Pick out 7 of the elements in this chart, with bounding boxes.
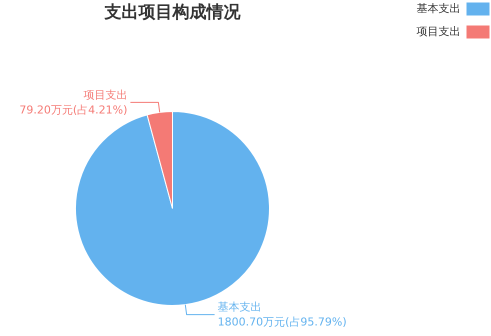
slice-label: 项目支出 bbox=[83, 88, 128, 102]
legend-label: 基本支出 bbox=[416, 2, 460, 15]
chart-title: 支出项目构成情况 bbox=[104, 2, 242, 22]
data-label: 1800.70万元(占95.79%) bbox=[218, 316, 347, 329]
slice-label: 基本支出 bbox=[218, 300, 262, 314]
legend-label: 项目支出 bbox=[416, 25, 460, 38]
data-label: 79.20万元(占4.21%) bbox=[19, 103, 128, 116]
